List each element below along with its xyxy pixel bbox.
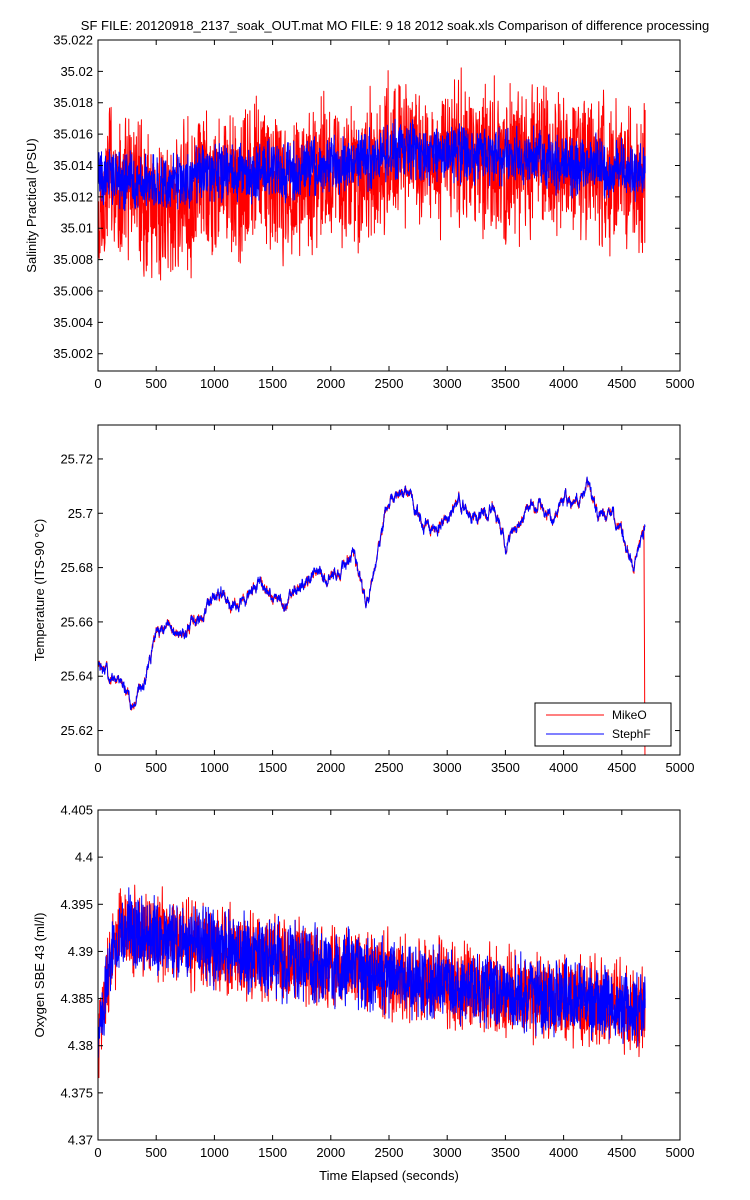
temperature-y-axis-label: Temperature (ITS-90 °C) xyxy=(32,519,47,661)
temperature-x-tick-label: 1000 xyxy=(200,760,229,775)
temperature-x-tick-label: 4500 xyxy=(607,760,636,775)
temperature-panel: 0 500 1000 1500 2000 2500 3000 3500 4000 4500 5000… xyxy=(32,424,694,775)
figure-title: SF FILE: 20120918_2137_soak_OUT.mat MO F… xyxy=(81,18,709,33)
salinity-y-tick-label: 35.01 xyxy=(60,221,93,236)
x-axis-label: Time Elapsed (seconds) xyxy=(319,1168,459,1183)
salinity-y-tick-label: 35.002 xyxy=(53,346,93,361)
temperature-x-tick-label: 5000 xyxy=(666,760,695,775)
salinity-y-tick-label: 35.022 xyxy=(53,33,93,48)
salinity-x-tick-label: 1000 xyxy=(200,376,229,391)
salinity-x-tick-label: 3500 xyxy=(491,376,520,391)
salinity-series-blue-line xyxy=(98,118,646,211)
salinity-y-tick-label: 35.004 xyxy=(53,315,93,330)
salinity-y-tick-label: 35.012 xyxy=(53,189,93,204)
salinity-x-tick-label: 500 xyxy=(145,376,167,391)
oxygen-x-tick-label: 1500 xyxy=(258,1145,287,1160)
oxygen-x-tick-label: 4500 xyxy=(607,1145,636,1160)
oxygen-y-tick-label: 4.395 xyxy=(60,897,93,912)
oxygen-y-tick-label: 4.39 xyxy=(68,944,93,959)
oxygen-y-tick-label: 4.405 xyxy=(60,803,93,818)
oxygen-x-tick-label: 2000 xyxy=(316,1145,345,1160)
salinity-x-tick-label: 5000 xyxy=(666,376,695,391)
salinity-x-tick-label: 4000 xyxy=(549,376,578,391)
oxygen-y-tick-label: 4.37 xyxy=(68,1133,93,1148)
oxygen-x-tick-label: 0 xyxy=(94,1145,101,1160)
salinity-x-tick-label: 0 xyxy=(94,376,101,391)
salinity-y-tick-label: 35.006 xyxy=(53,283,93,298)
oxygen-x-tick-label: 3000 xyxy=(433,1145,462,1160)
temperature-x-tick-label: 2000 xyxy=(316,760,345,775)
temperature-plot-area xyxy=(98,476,646,755)
oxygen-panel: 0 500 1000 1500 2000 2500 3000 3500 4000 4500 5000… xyxy=(32,803,694,1184)
temperature-x-tick-label: 3500 xyxy=(491,760,520,775)
oxygen-x-tick-label: 4000 xyxy=(549,1145,578,1160)
legend-label-mikeo: MikeO xyxy=(612,708,647,722)
temperature-series-stephf-line xyxy=(98,476,646,710)
salinity-x-tick-label: 1500 xyxy=(258,376,287,391)
oxygen-x-tick-label: 1000 xyxy=(200,1145,229,1160)
oxygen-x-tick-label: 3500 xyxy=(491,1145,520,1160)
oxygen-x-tick-label: 5000 xyxy=(666,1145,695,1160)
temperature-y-tick-label: 25.62 xyxy=(60,723,93,738)
salinity-y-tick-label: 35.016 xyxy=(53,127,93,142)
oxygen-y-tick-label: 4.385 xyxy=(60,991,93,1006)
temperature-ticks: 0 500 1000 1500 2000 2500 3000 3500 4000 4500 5000… xyxy=(60,425,694,775)
salinity-x-tick-label: 2000 xyxy=(316,376,345,391)
legend-label-stephf: StephF xyxy=(612,727,651,741)
temperature-x-tick-label: 3000 xyxy=(433,760,462,775)
salinity-x-tick-label: 3000 xyxy=(433,376,462,391)
temperature-x-tick-label: 0 xyxy=(94,760,101,775)
temperature-x-tick-label: 500 xyxy=(145,760,167,775)
oxygen-y-tick-label: 4.38 xyxy=(68,1038,93,1053)
oxygen-ticks: 0 500 1000 1500 2000 2500 3000 3500 4000 4500 5000… xyxy=(60,803,694,1161)
oxygen-y-tick-label: 4.4 xyxy=(75,850,93,865)
salinity-x-tick-label: 4500 xyxy=(607,376,636,391)
salinity-y-tick-label: 35.018 xyxy=(53,95,93,110)
oxygen-x-tick-label: 500 xyxy=(145,1145,167,1160)
salinity-x-tick-label: 2500 xyxy=(375,376,404,391)
salinity-plot-area xyxy=(98,67,646,281)
oxygen-series-blue-line xyxy=(98,887,646,1058)
salinity-y-tick-label: 35.02 xyxy=(60,64,93,79)
oxygen-y-axis-label: Oxygen SBE 43 (ml/l) xyxy=(32,913,47,1038)
oxygen-plot-area xyxy=(98,884,646,1079)
temperature-y-tick-label: 25.66 xyxy=(60,614,93,629)
temperature-y-tick-label: 25.7 xyxy=(68,506,93,521)
oxygen-y-tick-label: 4.375 xyxy=(60,1085,93,1100)
salinity-y-tick-label: 35.008 xyxy=(53,252,93,267)
temperature-y-tick-label: 25.64 xyxy=(60,669,93,684)
temperature-x-tick-label: 2500 xyxy=(375,760,404,775)
temperature-legend: MikeO StephF xyxy=(534,702,672,747)
salinity-ticks: 0 500 1000 1500 2000 2500 3000 3500 4000 4500 5000… xyxy=(53,33,694,392)
legend-box xyxy=(534,702,672,747)
temperature-x-tick-label: 1500 xyxy=(258,760,287,775)
salinity-y-tick-label: 35.014 xyxy=(53,158,93,173)
salinity-y-axis-label: Salinity Practical (PSU) xyxy=(24,138,39,272)
temperature-x-tick-label: 4000 xyxy=(549,760,578,775)
oxygen-x-tick-label: 2500 xyxy=(375,1145,404,1160)
salinity-panel: 0 500 1000 1500 2000 2500 3000 3500 4000 4500 5000… xyxy=(24,33,694,392)
temperature-y-tick-label: 25.72 xyxy=(60,451,93,466)
temperature-y-tick-label: 25.68 xyxy=(60,560,93,575)
